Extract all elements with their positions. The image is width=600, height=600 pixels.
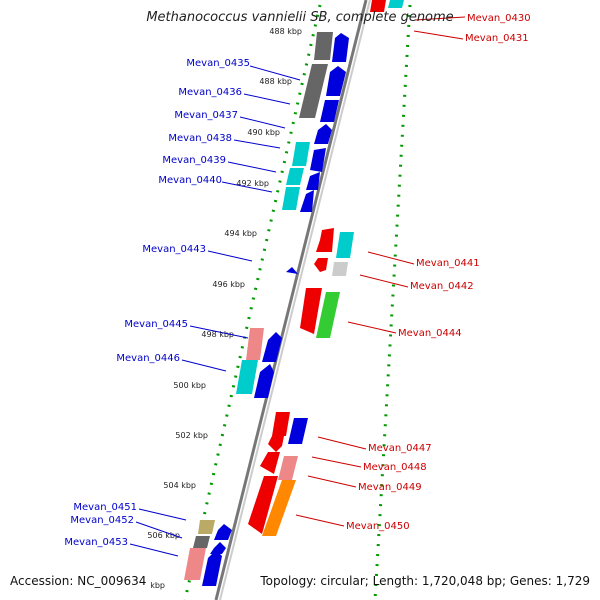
tick-label: 492 kbp <box>236 179 269 188</box>
tick-label: 488 kbp <box>269 27 302 36</box>
gene-label[interactable]: Mevan_0440 <box>158 175 222 186</box>
map-title: Methanococcus vannielii SB, complete gen… <box>146 10 454 25</box>
gene-feature <box>214 524 232 540</box>
gene-features <box>184 0 404 586</box>
gene-label[interactable]: Mevan_0441 <box>416 258 480 269</box>
gene-feature <box>202 550 222 586</box>
gene-feature <box>314 258 328 272</box>
tick-label: 496 kbp <box>212 280 245 289</box>
gene-label[interactable]: Mevan_0452 <box>70 515 134 526</box>
leader-lines-left <box>129 65 301 557</box>
gene-feature <box>248 476 278 534</box>
gene-feature <box>282 187 300 210</box>
gene-label[interactable]: Mevan_0431 <box>465 33 529 44</box>
gene-feature <box>314 32 333 60</box>
accession-label: Accession: NC_009634 <box>10 574 147 588</box>
gene-feature <box>314 124 332 144</box>
gene-feature <box>320 100 339 122</box>
gene-feature <box>272 412 290 436</box>
gene-feature <box>310 148 326 172</box>
gene-feature <box>236 360 258 394</box>
gene-feature <box>326 66 346 96</box>
gene-feature <box>299 64 328 118</box>
tick-label: 488 kbp <box>259 77 292 86</box>
inner-dotted-rail <box>183 4 322 600</box>
gene-feature <box>306 172 320 190</box>
gene-feature <box>262 332 282 362</box>
gene-feature <box>193 536 210 548</box>
gene-feature <box>210 542 226 554</box>
genome-backbone-shadow <box>219 0 371 600</box>
leader-lines-right <box>295 16 466 527</box>
gene-label[interactable]: Mevan_0438 <box>168 133 232 144</box>
gene-feature <box>332 33 349 62</box>
tick-label: 504 kbp <box>163 481 196 490</box>
gene-feature <box>184 548 206 580</box>
gene-feature <box>292 142 310 166</box>
gene-feature <box>198 520 215 534</box>
gene-label[interactable]: Mevan_0450 <box>346 521 410 532</box>
gene-feature <box>286 267 298 274</box>
gene-label[interactable]: Mevan_0444 <box>398 328 462 339</box>
tick-label: 502 kbp <box>175 431 208 440</box>
gene-label[interactable]: Mevan_0442 <box>410 281 474 292</box>
gene-label[interactable]: Mevan_0449 <box>358 482 422 493</box>
gene-label[interactable]: Mevan_0451 <box>73 502 137 513</box>
tick-label: 498 kbp <box>201 330 234 339</box>
outer-dotted-rail <box>373 4 412 600</box>
gene-feature <box>300 288 322 334</box>
tick-label: 506 kbp <box>147 531 180 540</box>
tick-label: kbp <box>150 581 165 590</box>
gene-label[interactable]: Mevan_0443 <box>142 244 206 255</box>
gene-label[interactable]: Mevan_0437 <box>174 110 238 121</box>
tick-label: 494 kbp <box>224 229 257 238</box>
gene-label[interactable]: Mevan_0445 <box>124 319 188 330</box>
gene-label[interactable]: Mevan_0436 <box>178 87 242 98</box>
gene-feature <box>316 228 334 252</box>
gene-feature <box>278 456 298 480</box>
gene-label[interactable]: Mevan_0430 <box>467 13 531 24</box>
gene-feature <box>288 418 308 444</box>
gene-label[interactable]: Mevan_0453 <box>64 537 128 548</box>
gene-feature <box>254 364 274 398</box>
gene-feature <box>260 452 280 474</box>
gene-feature <box>316 292 340 338</box>
gene-feature <box>262 480 296 536</box>
topology-label: Topology: circular; Length: 1,720,048 bp… <box>260 574 590 588</box>
gene-feature <box>268 436 284 452</box>
gene-label[interactable]: Mevan_0446 <box>116 353 180 364</box>
gene-label[interactable]: Mevan_0447 <box>368 443 432 454</box>
tick-label: 500 kbp <box>173 381 206 390</box>
gene-feature <box>332 262 348 276</box>
gene-feature <box>336 232 354 258</box>
gene-feature <box>286 168 304 185</box>
gene-feature <box>300 190 314 212</box>
gene-label[interactable]: Mevan_0435 <box>186 58 250 69</box>
tick-label: 490 kbp <box>247 128 280 137</box>
gene-feature <box>388 0 404 8</box>
gene-feature <box>246 328 264 360</box>
gene-label[interactable]: Mevan_0439 <box>162 155 226 166</box>
genome-backbone <box>214 0 368 600</box>
gene-feature <box>370 0 386 12</box>
gene-label[interactable]: Mevan_0448 <box>363 462 427 473</box>
